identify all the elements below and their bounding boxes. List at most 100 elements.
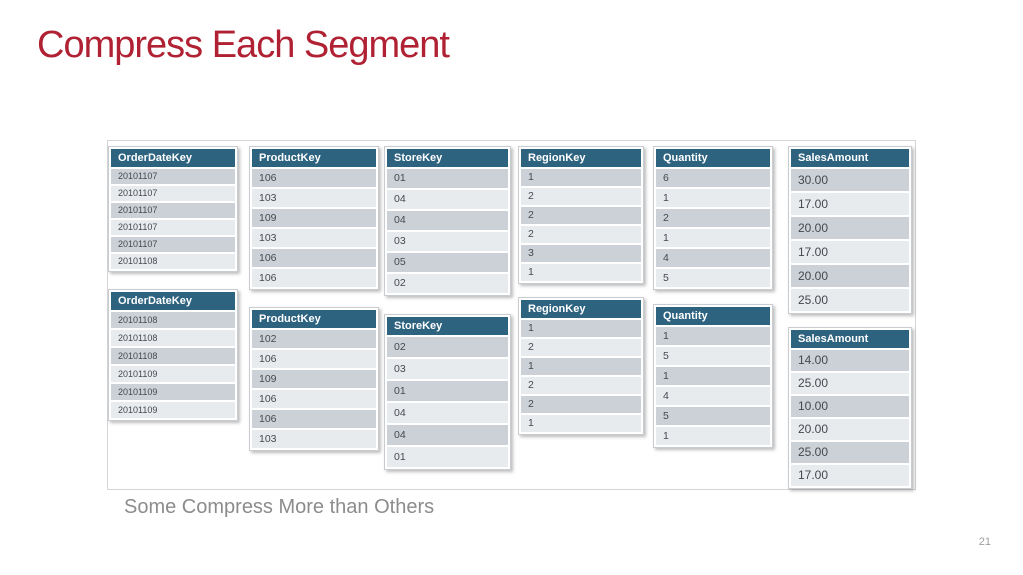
segment-table-regionkey-2: RegionKey 1 2 1 2 2 1 bbox=[518, 297, 644, 435]
table-cell: 5 bbox=[656, 347, 770, 365]
table-rows: 102 106 109 106 106 103 bbox=[252, 330, 376, 448]
table-cell: 20101107 bbox=[111, 237, 235, 252]
table-cell: 25.00 bbox=[791, 442, 909, 463]
table-cell: 20101108 bbox=[111, 330, 235, 346]
table-cell: 03 bbox=[387, 359, 508, 379]
table-rows: 20101107 20101107 20101107 20101107 20101107… bbox=[111, 169, 235, 269]
table-rows: 02 03 01 04 04 01 bbox=[387, 337, 508, 467]
table-cell: 17.00 bbox=[791, 193, 909, 215]
table-cell: 04 bbox=[387, 211, 508, 230]
table-cell: 04 bbox=[387, 403, 508, 423]
table-rows: 106 103 109 103 106 106 bbox=[252, 169, 376, 287]
table-cell: 20101108 bbox=[111, 348, 235, 364]
table-cell: 5 bbox=[656, 407, 770, 425]
segment-table-storekey-1: StoreKey 01 04 04 03 05 02 bbox=[384, 146, 511, 296]
table-cell: 2 bbox=[521, 377, 641, 394]
table-rows: 01 04 04 03 05 02 bbox=[387, 169, 508, 293]
segment-table-productkey-2: ProductKey 102 106 109 106 106 103 bbox=[249, 307, 379, 451]
column-header: StoreKey bbox=[387, 149, 508, 167]
table-cell: 25.00 bbox=[791, 289, 909, 311]
table-cell: 106 bbox=[252, 390, 376, 408]
page-title: Compress Each Segment bbox=[37, 24, 450, 66]
table-rows: 14.00 25.00 10.00 20.00 25.00 17.00 bbox=[791, 350, 909, 486]
table-cell: 03 bbox=[387, 232, 508, 251]
table-cell: 2 bbox=[521, 207, 641, 224]
table-cell: 01 bbox=[387, 447, 508, 467]
segments-container: OrderDateKey 20101107 20101107 20101107 201… bbox=[107, 140, 916, 490]
table-cell: 02 bbox=[387, 274, 508, 293]
table-cell: 106 bbox=[252, 269, 376, 287]
table-cell: 2 bbox=[656, 209, 770, 227]
table-cell: 17.00 bbox=[791, 241, 909, 263]
table-cell: 20.00 bbox=[791, 419, 909, 440]
table-cell: 20101107 bbox=[111, 203, 235, 218]
column-header: SalesAmount bbox=[791, 330, 909, 348]
table-cell: 1 bbox=[521, 358, 641, 375]
table-cell: 20101107 bbox=[111, 220, 235, 235]
table-cell: 1 bbox=[656, 327, 770, 345]
table-cell: 20101108 bbox=[111, 312, 235, 328]
table-cell: 30.00 bbox=[791, 169, 909, 191]
table-cell: 20.00 bbox=[791, 217, 909, 239]
segment-table-productkey-1: ProductKey 106 103 109 103 106 106 bbox=[249, 146, 379, 290]
column-header: OrderDateKey bbox=[111, 292, 235, 310]
table-cell: 103 bbox=[252, 430, 376, 448]
table-cell: 103 bbox=[252, 229, 376, 247]
table-cell: 106 bbox=[252, 169, 376, 187]
table-cell: 1 bbox=[656, 367, 770, 385]
column-header: RegionKey bbox=[521, 149, 641, 167]
table-cell: 106 bbox=[252, 249, 376, 267]
segment-table-orderdatekey-2: OrderDateKey 20101108 20101108 20101108 201… bbox=[108, 289, 238, 421]
page-number: 21 bbox=[978, 536, 991, 548]
table-cell: 20101109 bbox=[111, 384, 235, 400]
slide-subtitle: Some Compress More than Others bbox=[124, 496, 435, 518]
table-cell: 20101109 bbox=[111, 366, 235, 382]
table-cell: 17.00 bbox=[791, 465, 909, 486]
table-cell: 04 bbox=[387, 190, 508, 209]
table-cell: 3 bbox=[521, 245, 641, 262]
table-rows: 1 2 1 2 2 1 bbox=[521, 320, 641, 432]
table-rows: 1 2 2 2 3 1 bbox=[521, 169, 641, 281]
table-cell: 01 bbox=[387, 169, 508, 188]
table-cell: 1 bbox=[521, 320, 641, 337]
table-rows: 1 5 1 4 5 1 bbox=[656, 327, 770, 445]
column-header: Quantity bbox=[656, 149, 770, 167]
table-cell: 20101109 bbox=[111, 402, 235, 418]
table-cell: 102 bbox=[252, 330, 376, 348]
table-cell: 109 bbox=[252, 370, 376, 388]
table-cell: 2 bbox=[521, 339, 641, 356]
table-cell: 1 bbox=[521, 415, 641, 432]
table-cell: 1 bbox=[521, 169, 641, 186]
table-cell: 2 bbox=[521, 226, 641, 243]
table-cell: 106 bbox=[252, 350, 376, 368]
table-cell: 6 bbox=[656, 169, 770, 187]
table-cell: 05 bbox=[387, 253, 508, 272]
table-cell: 20.00 bbox=[791, 265, 909, 287]
column-header: OrderDateKey bbox=[111, 149, 235, 167]
column-header: RegionKey bbox=[521, 300, 641, 318]
table-cell: 14.00 bbox=[791, 350, 909, 371]
table-rows: 6 1 2 1 4 5 bbox=[656, 169, 770, 287]
table-cell: 1 bbox=[656, 189, 770, 207]
table-cell: 1 bbox=[521, 264, 641, 281]
table-cell: 106 bbox=[252, 410, 376, 428]
segment-table-quantity-1: Quantity 6 1 2 1 4 5 bbox=[653, 146, 773, 290]
table-cell: 4 bbox=[656, 249, 770, 267]
segment-table-orderdatekey-1: OrderDateKey 20101107 20101107 20101107 201… bbox=[108, 146, 238, 272]
table-cell: 103 bbox=[252, 189, 376, 207]
table-cell: 04 bbox=[387, 425, 508, 445]
table-rows: 20101108 20101108 20101108 20101109 20101109… bbox=[111, 312, 235, 418]
segment-table-salesamount-2: SalesAmount 14.00 25.00 10.00 20.00 25.00 17.… bbox=[788, 327, 912, 489]
segment-table-regionkey-1: RegionKey 1 2 2 2 3 1 bbox=[518, 146, 644, 284]
table-cell: 02 bbox=[387, 337, 508, 357]
table-rows: 30.00 17.00 20.00 17.00 20.00 25.00 bbox=[791, 169, 909, 311]
column-header: ProductKey bbox=[252, 310, 376, 328]
table-cell: 25.00 bbox=[791, 373, 909, 394]
column-header: ProductKey bbox=[252, 149, 376, 167]
table-cell: 2 bbox=[521, 396, 641, 413]
segment-table-quantity-2: Quantity 1 5 1 4 5 1 bbox=[653, 304, 773, 448]
table-cell: 01 bbox=[387, 381, 508, 401]
table-cell: 4 bbox=[656, 387, 770, 405]
table-cell: 1 bbox=[656, 229, 770, 247]
